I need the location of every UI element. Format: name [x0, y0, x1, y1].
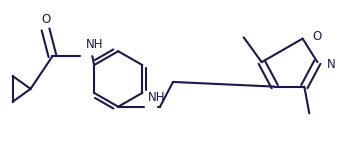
Text: O: O: [41, 13, 50, 26]
Text: O: O: [313, 30, 322, 43]
Text: NH: NH: [86, 38, 104, 51]
Text: N: N: [327, 58, 336, 71]
Text: NH: NH: [148, 91, 166, 104]
